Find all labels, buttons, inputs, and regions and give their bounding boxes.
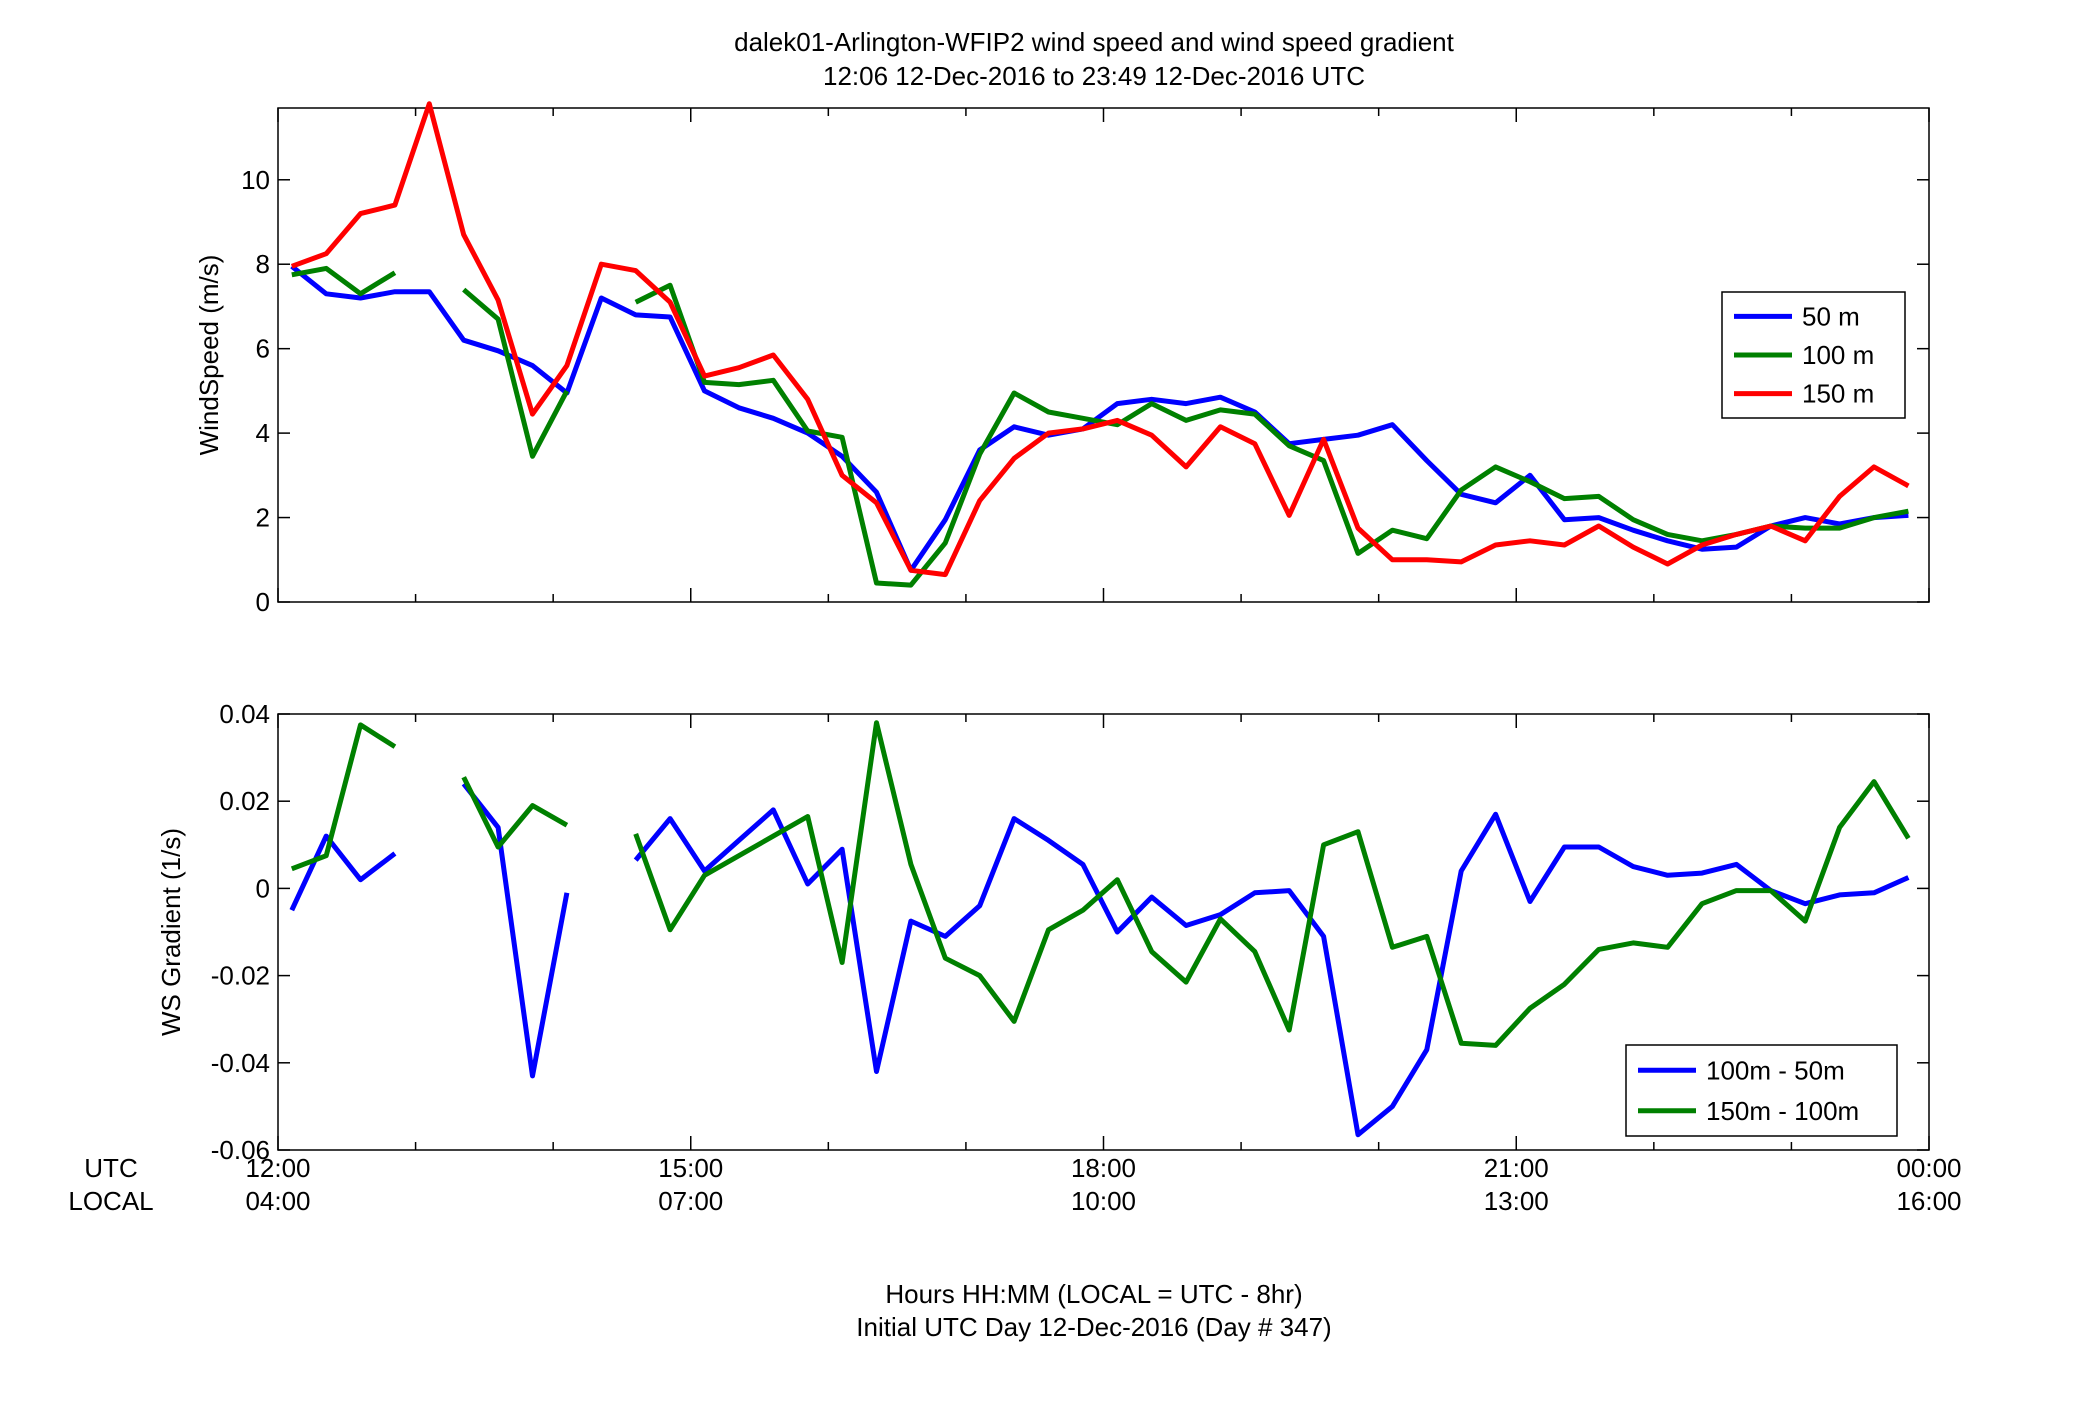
x-tick-label-local: 04:00 [245,1186,310,1216]
y-tick-label: 0 [256,587,270,617]
row-label-utc: UTC [84,1153,137,1183]
y-tick-label: 6 [256,334,270,364]
row-label-local: LOCAL [68,1186,153,1216]
y-tick-label: -0.04 [211,1048,270,1078]
y-tick-label: 10 [241,165,270,195]
y-tick-label: -0.02 [211,961,270,991]
x-tick-label-utc: 18:00 [1071,1153,1136,1183]
chart-subtitle: 12:06 12-Dec-2016 to 23:49 12-Dec-2016 U… [823,61,1365,91]
x-tick-label-local: 16:00 [1896,1186,1961,1216]
x-axis-label: Hours HH:MM (LOCAL = UTC - 8hr) [885,1279,1302,1309]
plot-frame [277,107,1930,603]
y-tick-label: 0.02 [219,786,270,816]
series-line [289,782,1910,1138]
x-tick-label-utc: 15:00 [658,1153,723,1183]
legend-entry: 150 m [1802,379,1874,409]
y-tick-label: 2 [256,503,270,533]
x-tick-label-utc: 00:00 [1896,1153,1961,1183]
y-tick-label: 0.04 [219,699,270,729]
y-tick-label: 0 [256,873,270,903]
x-tick-label-local: 13:00 [1484,1186,1549,1216]
legend-entry: 100 m [1802,340,1874,370]
legend-box [1721,291,1906,419]
series-line [290,720,1911,1048]
y-tick-label: 8 [256,249,270,279]
x-tick-label-utc: 12:00 [245,1153,310,1183]
series-line [290,101,1910,578]
y-axis-label: WS Gradient (1/s) [156,828,186,1036]
chart-title: dalek01-Arlington-WFIP2 wind speed and w… [734,27,1455,57]
x-axis-sublabel: Initial UTC Day 12-Dec-2016 (Day # 347) [856,1312,1331,1342]
y-axis-label: WindSpeed (m/s) [194,255,224,456]
y-tick-label: -0.06 [211,1135,270,1165]
legend-box [1625,1044,1898,1137]
legend-entry: 50 m [1802,301,1860,331]
wind-speed-panel: 0 2 4 6 8 10 WindSpeed (m/s) 50 m 100 m 150 m [194,101,1930,617]
legend-entry: 100m - 50m [1706,1055,1845,1085]
legend-entry: 150m - 100m [1706,1096,1859,1126]
series-line [291,265,1909,588]
x-tick-label-local: 10:00 [1071,1186,1136,1216]
series-line [290,264,1909,573]
y-tick-label: 4 [256,418,270,448]
x-tick-label-utc: 21:00 [1484,1153,1549,1183]
x-tick-label-local: 07:00 [658,1186,723,1216]
wind-gradient-panel: -0.06-0.04-0.0200.020.0412:0004:0015:000… [156,699,1962,1216]
